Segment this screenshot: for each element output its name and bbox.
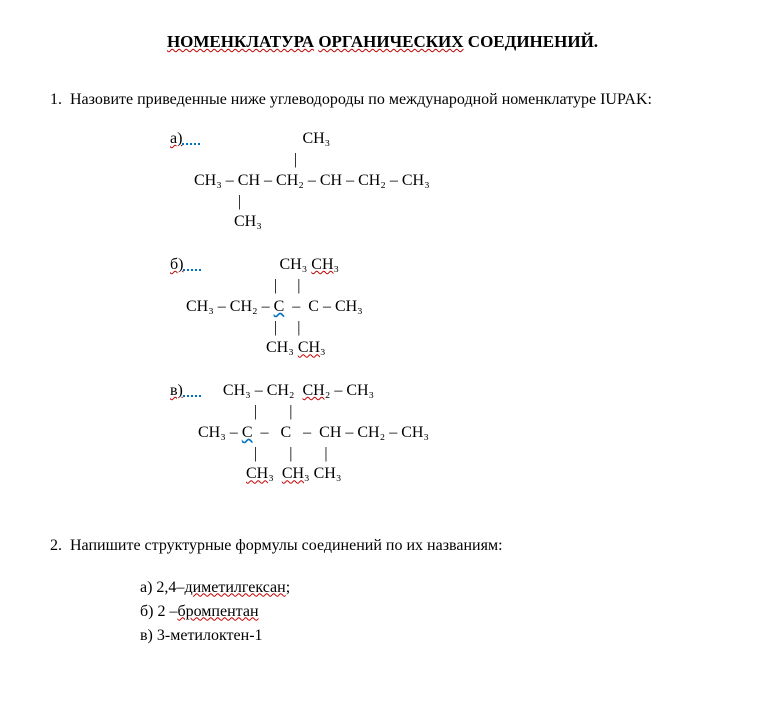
formula-c: в) CH₃ – CH₂ CH₂ – CH₃ | | CH₃ – C – C –… <box>170 381 715 485</box>
question-1: 1. Назовите приведенные ниже углеводород… <box>50 89 715 485</box>
question-2-number: 2. <box>50 535 62 557</box>
formula-b-label: б) <box>170 256 183 273</box>
formula-a-label: а) <box>170 130 182 147</box>
question-1-body: Назовите приведенные ниже углеводороды п… <box>70 89 715 111</box>
formula-a: а) CH₃ | CH₃ – CH – CH₂ – CH – CH₂ – CH₃… <box>170 129 715 233</box>
question-1-number: 1. <box>50 89 62 111</box>
question-1-text: 1. Назовите приведенные ниже углеводород… <box>50 89 715 111</box>
subitem-c: в) 3-метилоктен-1 <box>140 624 715 648</box>
subitem-b: б) 2 –бромпентан <box>140 600 715 624</box>
formula-b: б) CH₃ CH₃ | | CH₃ – CH₂ – C – C – CH₃ |… <box>170 255 715 359</box>
document-title: НОМЕНКЛАТУРА ОРГАНИЧЕСКИХ СОЕДИНЕНИЙ. <box>50 30 715 54</box>
title-word-2: ОРГАНИЧЕСКИХ <box>318 32 463 51</box>
title-word-3: СОЕДИНЕНИЙ. <box>468 32 598 51</box>
question-2: 2. Напишите структурные формулы соединен… <box>50 535 715 647</box>
title-word-1: НОМЕНКЛАТУРА <box>167 32 314 51</box>
question-2-body: Напишите структурные формулы соединений … <box>70 535 715 557</box>
formula-c-label: в) <box>170 382 183 399</box>
subitem-a: а) 2,4–диметилгексан; <box>140 576 715 600</box>
question-2-text: 2. Напишите структурные формулы соединен… <box>50 535 715 557</box>
question-2-subitems: а) 2,4–диметилгексан; б) 2 –бромпентан в… <box>140 576 715 648</box>
